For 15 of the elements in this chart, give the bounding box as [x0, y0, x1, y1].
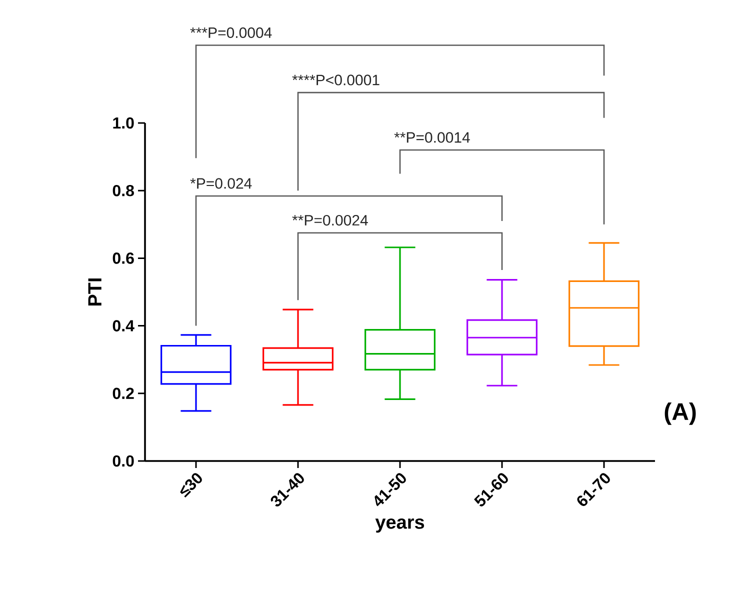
text: ***P=0.0004: [190, 27, 272, 38]
annotation: **P=0.0024: [292, 214, 368, 226]
y-tick-label: 0.2: [112, 388, 134, 400]
text: ****P<0.0001: [292, 74, 380, 86]
y-axis-title: PTI: [88, 278, 102, 306]
y-tick-label: 0.8: [112, 184, 134, 196]
y-tick-label: 0.6: [112, 252, 134, 264]
annotation: *P=0.024: [190, 178, 252, 189]
y-tick-label: 0.4: [112, 320, 134, 332]
y-tick-label: 1.0: [113, 117, 134, 129]
y-tick-label: 0.0: [112, 455, 134, 467]
x-tick-label: ≤30: [180, 473, 202, 498]
annotation: **P=0.0014: [394, 132, 470, 143]
x-axis-title: years: [375, 518, 424, 533]
text: (A): [664, 402, 696, 425]
